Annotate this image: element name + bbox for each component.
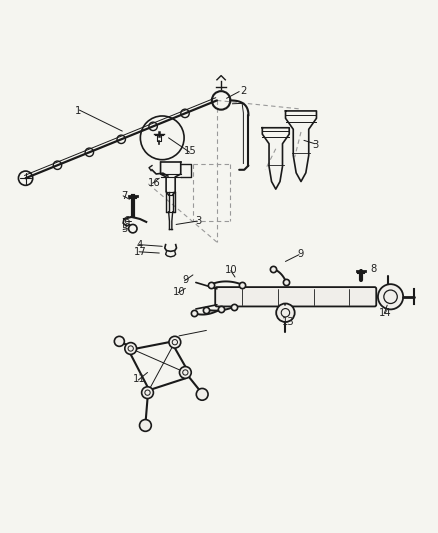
Text: 8: 8: [371, 264, 377, 273]
Text: 9: 9: [182, 275, 188, 285]
Circle shape: [141, 387, 153, 399]
Circle shape: [276, 303, 295, 322]
Text: 10: 10: [225, 265, 238, 275]
Text: 4: 4: [137, 240, 143, 249]
Text: 11: 11: [133, 374, 145, 384]
Text: 7: 7: [121, 191, 127, 201]
Text: 3: 3: [195, 216, 201, 226]
Circle shape: [196, 389, 208, 400]
Circle shape: [378, 284, 403, 309]
Circle shape: [140, 419, 151, 431]
Circle shape: [114, 336, 124, 346]
Text: 5: 5: [121, 224, 127, 235]
Text: 3: 3: [313, 140, 319, 150]
Text: 14: 14: [379, 308, 392, 318]
Text: 13: 13: [282, 317, 295, 327]
Text: 15: 15: [184, 146, 197, 156]
Text: 2: 2: [240, 86, 247, 96]
Circle shape: [180, 367, 191, 378]
Text: 16: 16: [148, 178, 160, 188]
Text: 17: 17: [134, 247, 146, 257]
Text: 10: 10: [173, 287, 185, 297]
Circle shape: [125, 343, 137, 354]
Text: 1: 1: [75, 106, 81, 116]
Text: 6: 6: [124, 216, 130, 226]
FancyBboxPatch shape: [215, 287, 376, 306]
Circle shape: [169, 336, 181, 348]
Text: 9: 9: [298, 249, 304, 259]
